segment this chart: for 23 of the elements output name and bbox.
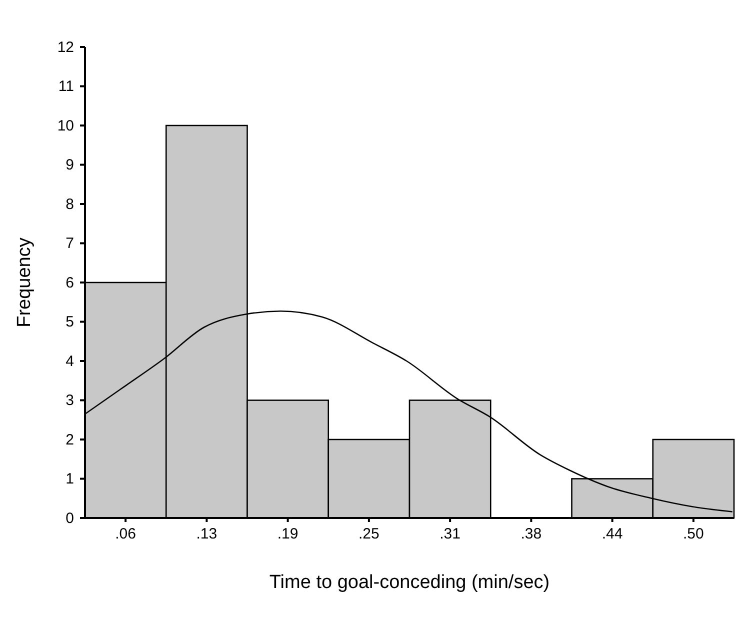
y-tick-label: 10 (57, 117, 74, 134)
x-tick-label: .13 (196, 526, 218, 543)
x-axis-title: Time to goal-conceding (min/sec) (269, 572, 550, 593)
x-tick-label: .50 (683, 526, 704, 543)
y-tick-label: 0 (66, 510, 74, 527)
y-tick-label: 4 (66, 352, 74, 370)
y-tick-label: 9 (66, 156, 74, 174)
x-tick-label: .06 (115, 526, 136, 543)
y-tick-label: 2 (66, 431, 74, 448)
y-axis-title: Frequency (14, 237, 35, 328)
y-tick-label: 11 (58, 78, 74, 96)
y-tick-label: 6 (66, 274, 74, 292)
x-tick-label: .31 (440, 526, 460, 543)
x-tick-label: .38 (520, 526, 542, 543)
x-tick-label: .25 (358, 526, 380, 543)
y-tick-label: 7 (66, 235, 74, 252)
x-tick-label: .19 (277, 526, 298, 543)
y-tick-label: 3 (66, 392, 74, 410)
y-tick-label: 5 (66, 314, 74, 331)
y-tick-label: 1 (66, 470, 74, 488)
y-tick-label: 8 (66, 196, 74, 213)
y-tick-label: 12 (57, 38, 74, 56)
x-tick-label: .44 (602, 526, 623, 543)
